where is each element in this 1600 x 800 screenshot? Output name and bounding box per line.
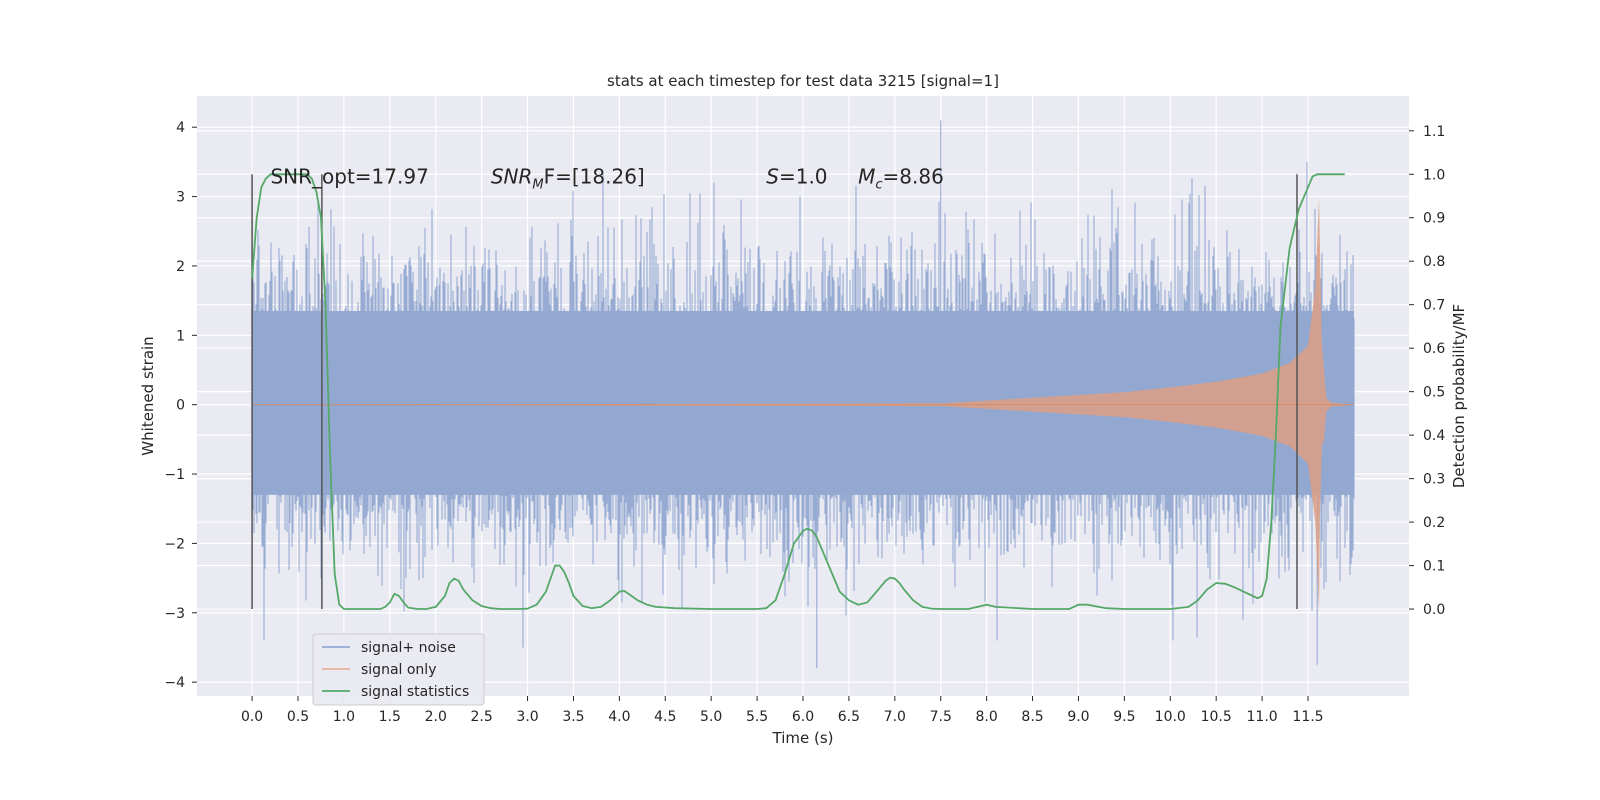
y-right-tick-label: 0.9 [1423, 211, 1445, 227]
y-right-tick-label: 0.0 [1423, 602, 1445, 618]
annotation-1: SNRMF=[18.26] [491, 165, 645, 193]
y-left-tick-label: −1 [164, 467, 185, 483]
y-axis-label-left: Whitened strain [139, 336, 157, 455]
y-right-tick-label: 0.1 [1423, 559, 1445, 575]
x-tick-label: 9.0 [1067, 709, 1089, 725]
annotation-2: S=1.0 [766, 165, 827, 189]
x-tick-label: 3.0 [516, 709, 538, 725]
x-tick-label: 7.0 [884, 709, 906, 725]
x-tick-label: 5.0 [700, 709, 722, 725]
y-right-tick-label: 0.6 [1423, 341, 1445, 357]
x-tick-label: 6.5 [838, 709, 860, 725]
x-axis-label: Time (s) [772, 729, 834, 747]
legend: signal+ noise signal only signal statist… [312, 633, 485, 706]
x-tick-label: 11.5 [1292, 709, 1323, 725]
y-left-tick-label: 2 [176, 259, 185, 275]
x-tick-label: 1.0 [333, 709, 355, 725]
x-tick-label: 6.0 [792, 709, 814, 725]
y-right-tick-label: 1.0 [1423, 167, 1445, 183]
series-signal-statistics [251, 173, 1345, 610]
x-tick-label: 9.5 [1113, 709, 1135, 725]
x-tick-label: 8.0 [976, 709, 998, 725]
signal-statistics-line [251, 173, 1345, 610]
series-signal-only [252, 196, 1354, 613]
legend-label-signal-noise: signal+ noise [361, 640, 456, 656]
annotations: SNR_opt=17.97 SNRMF=[18.26] S=1.0 Mc=8.86 [270, 165, 943, 193]
y-right-tick-label: 0.5 [1423, 385, 1445, 401]
y-left-tick-label: 0 [176, 398, 185, 414]
y-left-tick-label: 1 [176, 328, 185, 344]
y-left-tick-label: −2 [164, 536, 185, 552]
legend-label-signal-only: signal only [361, 662, 436, 678]
chart-title: stats at each timestep for test data 321… [607, 72, 999, 90]
x-tick-label: 8.5 [1021, 709, 1043, 725]
y-axis-label-right: Detection probability/MF [1450, 304, 1468, 488]
y-right-tick-label: 0.7 [1423, 298, 1445, 314]
y-right-tick-label: 0.8 [1423, 254, 1445, 270]
x-tick-label: 3.5 [562, 709, 584, 725]
y-left-tick-label: 3 [176, 190, 185, 206]
y-right-tick-label: 1.1 [1423, 124, 1445, 140]
annotation-3: Mc=8.86 [858, 165, 944, 193]
x-tick-label: 2.5 [471, 709, 493, 725]
legend-label-signal-statistics: signal statistics [361, 684, 469, 700]
y-left-tick-label: −4 [164, 675, 185, 691]
y-left-tick-label: 4 [176, 120, 185, 136]
x-tick-label: 0.5 [287, 709, 309, 725]
y-right-tick-label: 0.2 [1423, 515, 1445, 531]
y-right-tick-label: 0.4 [1423, 428, 1445, 444]
x-tick-label: 0.0 [241, 709, 263, 725]
legend-box [312, 633, 485, 706]
annotation-0: SNR_opt=17.97 [270, 165, 428, 189]
x-tick-label: 10.5 [1201, 709, 1232, 725]
y-right-tick-label: 0.3 [1423, 472, 1445, 488]
axes: 0.0 0.5 1.0 1.5 2.0 2.5 3.0 3.5 4.0 4.5 5.0 5.5 6.0 6… [164, 120, 1445, 725]
x-tick-label: 11.0 [1247, 709, 1278, 725]
x-tick-label: 2.0 [425, 709, 447, 725]
x-tick-label: 4.0 [608, 709, 630, 725]
x-tick-label: 4.5 [654, 709, 676, 725]
x-tick-label: 7.5 [930, 709, 952, 725]
x-tick-label: 10.0 [1155, 709, 1186, 725]
x-tick-label: 1.5 [379, 709, 401, 725]
y-left-tick-label: −3 [164, 606, 185, 622]
x-tick-label: 5.5 [746, 709, 768, 725]
